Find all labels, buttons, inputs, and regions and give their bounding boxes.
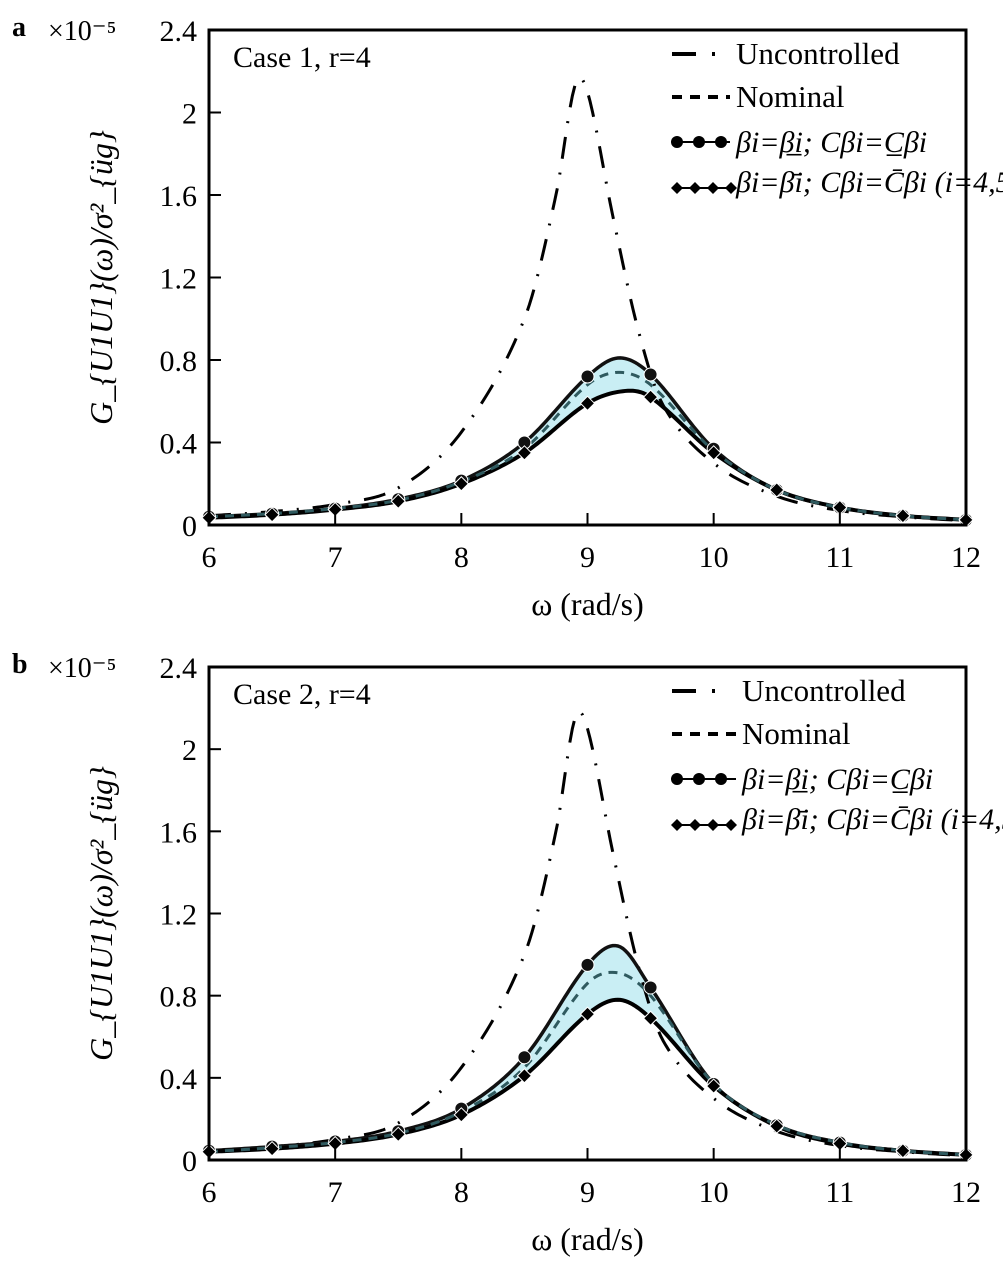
- legend: Uncontrolled Nominal βi=β̲i; Cβi=C̲βi βi=β̄…: [671, 36, 1003, 199]
- marker-diamond: [769, 1118, 785, 1134]
- y-tick-label: 1.6: [160, 180, 198, 213]
- marker-diamond: [769, 482, 785, 498]
- marker-diamond: [705, 445, 722, 461]
- legend: Uncontrolled Nominal βi=β̲i; Cβi=C̲βi βi=β̄…: [671, 673, 1003, 836]
- legend-label-uncontrolled: Uncontrolled: [742, 673, 906, 708]
- legend-marker-circle: [715, 136, 727, 148]
- y-tick-label: 1.2: [160, 263, 198, 296]
- multiplier-label: ×10⁻⁵: [48, 16, 116, 47]
- x-tick-label: 7: [328, 541, 343, 574]
- marker-diamond: [390, 493, 406, 509]
- legend-marker-circle: [693, 773, 705, 785]
- legend-label-upper-bound: βi=β̄i; Cβi=C̄βi (i=4,5): [741, 803, 1003, 836]
- legend-marker-diamond: [725, 819, 737, 831]
- plot-frame: [207, 28, 968, 527]
- marker-diamond: [390, 1126, 406, 1143]
- legend-label-uncontrolled: Uncontrolled: [736, 36, 900, 71]
- x-axis-label: ω (rad/s): [531, 586, 644, 622]
- x-tick-label: 10: [699, 541, 729, 574]
- x-tick-label: 12: [951, 541, 981, 574]
- case-label: Case 2, r=4: [233, 678, 371, 711]
- marker-diamond: [264, 506, 280, 523]
- x-tick-label: 11: [825, 541, 854, 574]
- y-axis-label: G_{U1U1}(ω)/σ²_{üg}: [83, 130, 119, 425]
- x-tick-label: 8: [454, 541, 469, 574]
- legend-label-lower-bound: βi=β̲i; Cβi=C̲βi: [741, 763, 933, 796]
- y-tick-label: 1.6: [160, 816, 198, 849]
- marker-diamond: [579, 1006, 596, 1022]
- y-tick-label: 0.8: [160, 981, 198, 1014]
- marker-diamond: [453, 1107, 470, 1123]
- legend-marker-circle: [693, 136, 705, 148]
- y-tick-label: 0.8: [160, 345, 198, 378]
- legend-marker-diamond: [689, 819, 701, 831]
- legend-marker-circle: [715, 773, 727, 785]
- chart-panel-b: 6 7 8 9 10 11 12 0 0.4 0.8 1.2 1.6 2 2.4 ω (rad/s) b ×10…: [12, 649, 1003, 1257]
- legend-label-upper-bound: βi=β̄i; Cβi=C̄βi (i=4,5): [735, 166, 1003, 199]
- legend-marker-diamond: [707, 819, 719, 831]
- marker-circle: [643, 980, 658, 995]
- y-tick-label: 0: [182, 510, 197, 543]
- marker-diamond: [264, 1140, 280, 1157]
- uncertainty-band: [209, 357, 966, 520]
- y-tick-label: 2.4: [160, 652, 198, 685]
- series-upper-bound: [208, 997, 967, 1157]
- uncertainty-band: [209, 945, 966, 1155]
- y-axis-label: G_{U1U1}(ω)/σ²_{üg}: [83, 766, 119, 1061]
- legend-marker-diamond: [671, 819, 683, 831]
- x-tick-label: 10: [699, 1176, 729, 1209]
- panel-label: a: [12, 12, 26, 43]
- x-tick-label: 7: [328, 1176, 343, 1209]
- y-tick-label: 1.2: [160, 899, 198, 932]
- x-tick-label: 8: [454, 1176, 469, 1209]
- legend-marker-diamond: [671, 182, 683, 194]
- marker-diamond: [516, 1068, 533, 1084]
- marker-circle: [643, 367, 658, 382]
- legend-marker-circle: [671, 773, 683, 785]
- chart-panel-a: 6 7 8 9 10 11 12 0 0.4 0.8 1.2 1.6 2 2.4 ω (rad/s) a ×10…: [12, 12, 1003, 622]
- legend-label-nominal: Nominal: [742, 716, 851, 751]
- y-tick-label: 2: [182, 98, 197, 131]
- y-tick-label: 0.4: [160, 428, 198, 461]
- legend-marker-circle: [671, 136, 683, 148]
- marker-diamond: [895, 1143, 911, 1159]
- y-tick-label: 2: [182, 734, 197, 767]
- legend-marker-diamond: [707, 182, 719, 194]
- marker-diamond: [453, 476, 470, 492]
- x-tick-label: 11: [825, 1176, 854, 1209]
- x-tick-label: 6: [202, 541, 217, 574]
- x-axis-label: ω (rad/s): [531, 1221, 644, 1257]
- marker-circle: [517, 1050, 532, 1065]
- marker-diamond: [579, 395, 596, 412]
- x-tick-label: 9: [580, 1176, 595, 1209]
- marker-diamond: [642, 389, 659, 405]
- legend-label-nominal: Nominal: [736, 79, 845, 114]
- case-label: Case 1, r=4: [233, 41, 371, 74]
- marker-diamond: [642, 1010, 659, 1026]
- plot-frame: [207, 665, 968, 1162]
- series-nominal: [208, 370, 967, 522]
- series-nominal: [208, 970, 967, 1157]
- x-tick-label: 9: [580, 541, 595, 574]
- panel-label: b: [12, 649, 28, 680]
- multiplier-label: ×10⁻⁵: [48, 653, 116, 684]
- marker-circle: [580, 957, 595, 972]
- y-tick-label: 0: [182, 1145, 197, 1178]
- y-tick-label: 0.4: [160, 1063, 198, 1096]
- marker-diamond: [705, 1078, 722, 1094]
- y-tick-label: 2.4: [160, 15, 198, 48]
- x-tick-label: 12: [951, 1176, 981, 1209]
- legend-label-lower-bound: βi=β̲i; Cβi=C̲βi: [735, 126, 927, 159]
- marker-diamond: [516, 445, 533, 461]
- marker-diamond: [895, 508, 911, 524]
- marker-circle: [580, 369, 595, 384]
- legend-marker-diamond: [689, 182, 701, 194]
- legend-marker-diamond: [725, 182, 737, 194]
- x-tick-label: 6: [202, 1176, 217, 1209]
